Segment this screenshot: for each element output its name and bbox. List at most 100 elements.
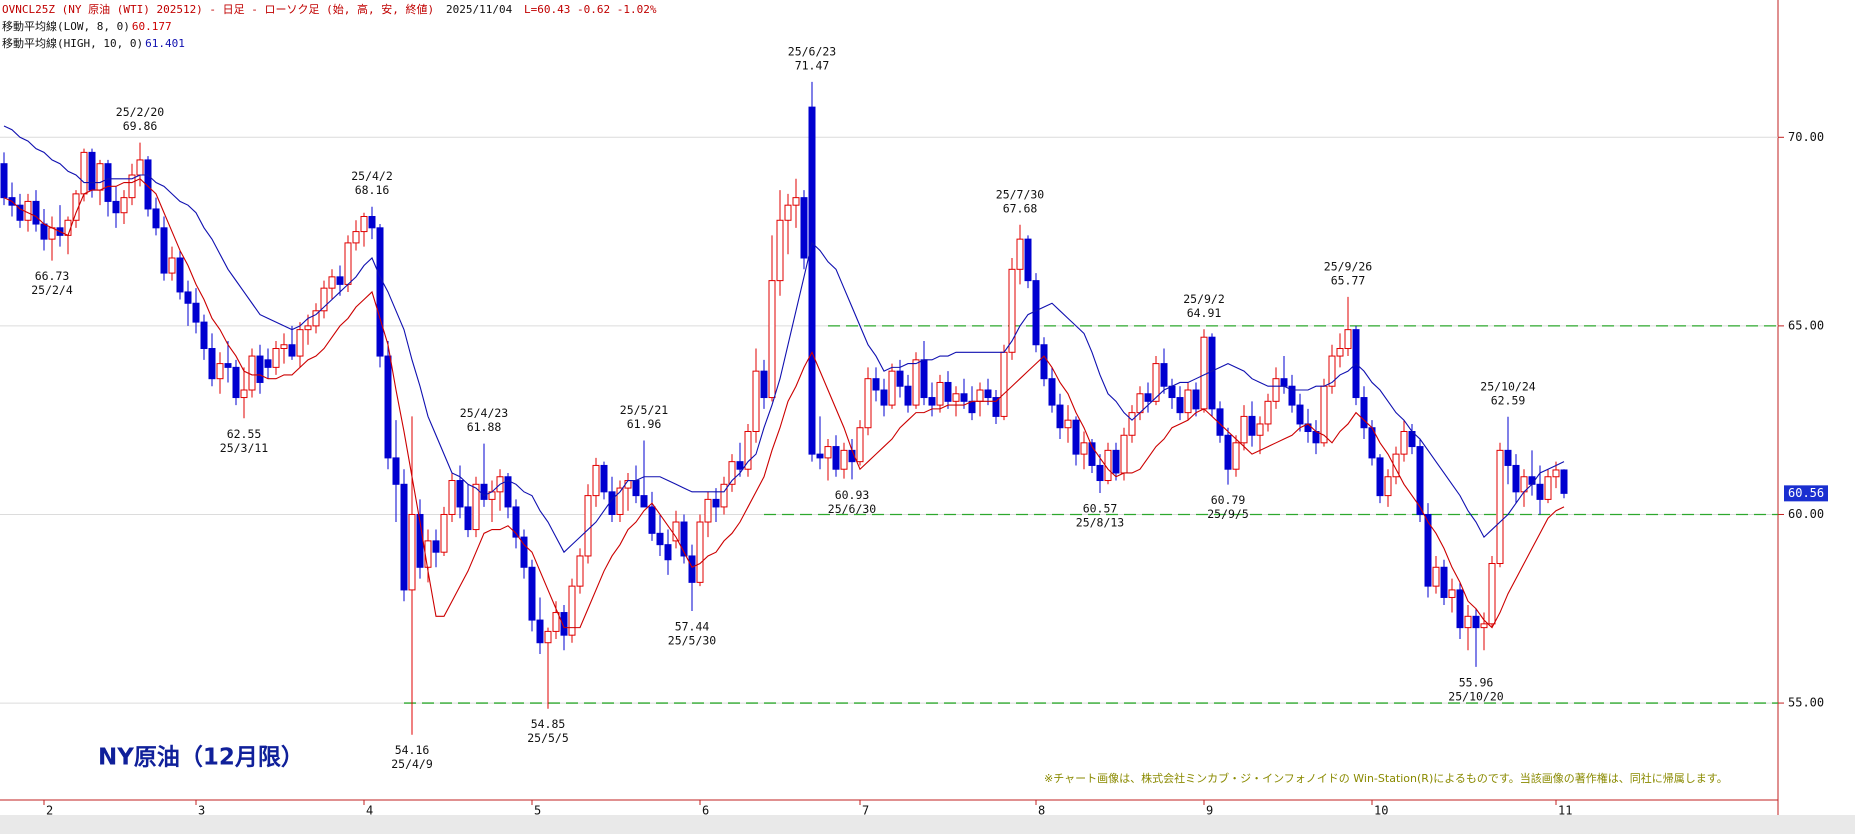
x-tick-label: 11 — [1558, 804, 1572, 818]
candle-body — [312, 310, 320, 327]
candle-body — [1456, 589, 1464, 629]
candle-body — [1256, 423, 1264, 436]
candle-body — [168, 257, 176, 274]
candle-body — [544, 630, 552, 644]
copyright-note: ※チャート画像は、株式会社ミンカブ・ジ・インフォノイドの Win-Station… — [1044, 771, 1728, 785]
candle-body — [832, 446, 840, 470]
candle-body — [1504, 449, 1512, 466]
annotation-value: 69.86 — [123, 119, 158, 133]
candle-body — [216, 363, 224, 380]
candle-body — [1160, 363, 1168, 387]
candle-body — [880, 389, 888, 406]
candle-body — [1048, 378, 1056, 406]
moving-average — [3, 178, 1565, 629]
candle-body — [752, 370, 760, 432]
candle-body — [280, 344, 288, 350]
annotation-date: 25/2/20 — [116, 105, 165, 119]
candle-body — [552, 612, 560, 632]
candle-body — [424, 540, 432, 568]
candle-body — [1112, 449, 1120, 474]
candle-body — [160, 227, 168, 274]
annotation-value: 66.73 — [35, 269, 70, 283]
annotation-value: 61.88 — [467, 420, 502, 434]
ma-legend: 移動平均線(HIGH, 10, 0) 61.401 — [2, 36, 185, 50]
header-quote: L=60.43 -0.62 -1.02% — [524, 3, 657, 16]
candle-body — [1072, 419, 1080, 455]
candle-body — [464, 506, 472, 531]
annotation-value: 54.16 — [395, 743, 430, 757]
candle-body — [344, 242, 352, 285]
candle-body — [1512, 464, 1520, 493]
candle-body — [240, 389, 248, 399]
candle-body — [480, 483, 488, 500]
annotation-value: 60.93 — [835, 488, 870, 502]
moving-average — [3, 125, 1565, 554]
candle-body — [792, 197, 800, 206]
annotation-value: 64.91 — [1187, 306, 1222, 320]
ma-name: 移動平均線(HIGH, 10, 0) — [2, 36, 143, 50]
annotation-date: 25/4/2 — [351, 169, 393, 183]
candle-body — [936, 381, 944, 406]
annotation-date: 25/9/5 — [1207, 507, 1249, 521]
candle-body — [536, 619, 544, 644]
x-tick-label: 8 — [1038, 804, 1045, 818]
y-tick-label: 65.00 — [1788, 318, 1824, 332]
candle-body — [224, 363, 232, 368]
candle-body — [152, 208, 160, 229]
candle-body — [1136, 393, 1144, 414]
candle-body — [144, 159, 152, 210]
candle-body — [176, 257, 184, 293]
header-description: OVNCL25Z (NY 原油 (WTI) 202512) - 日足 - ローソ… — [2, 2, 434, 16]
candle-body — [1464, 615, 1472, 629]
candle-body — [256, 355, 264, 383]
candle-body — [1176, 397, 1184, 414]
candle-body — [1432, 566, 1440, 587]
candle-body — [136, 159, 144, 176]
candle-body — [432, 540, 440, 553]
candle-body — [728, 461, 736, 485]
annotation-date: 25/5/21 — [620, 403, 669, 417]
chart-title: NY原油（12月限） — [98, 744, 304, 771]
candle-body — [1496, 449, 1504, 565]
candle-body — [576, 555, 584, 587]
candle-body — [472, 483, 480, 531]
candle-body — [448, 480, 456, 515]
candle-body — [1120, 434, 1128, 474]
candle-body — [1248, 415, 1256, 436]
candle-body — [384, 355, 392, 459]
candle-body — [40, 223, 48, 240]
candle-body — [1392, 453, 1400, 478]
candle-body — [920, 359, 928, 399]
x-tick-label: 4 — [366, 804, 373, 818]
candle-body — [800, 197, 808, 259]
annotation-value: 65.77 — [1331, 273, 1366, 287]
candle-body — [640, 495, 648, 508]
candle-body — [408, 513, 416, 591]
candle-body — [296, 329, 304, 357]
candle-body — [1152, 363, 1160, 402]
candle-body — [720, 483, 728, 508]
y-tick-label: 55.00 — [1788, 696, 1824, 710]
annotation-value: 60.79 — [1211, 493, 1246, 507]
annotation-date: 25/4/23 — [460, 406, 509, 420]
annotation-date: 25/5/30 — [668, 634, 717, 648]
candle-body — [1328, 355, 1336, 387]
candle-body — [1288, 385, 1296, 406]
candle-body — [528, 566, 536, 621]
candle-body — [1536, 483, 1544, 500]
candle-body — [944, 381, 952, 402]
candle-body — [1200, 336, 1208, 410]
scroll-strip — [0, 815, 1855, 834]
candle-body — [1272, 378, 1280, 402]
y-tick-label: 70.00 — [1788, 130, 1824, 144]
candle-body — [680, 521, 688, 557]
annotation-date: 25/2/4 — [31, 283, 73, 297]
candle-body — [104, 163, 112, 202]
candle-body — [840, 449, 848, 470]
candle-body — [736, 461, 744, 470]
candle-body — [392, 457, 400, 485]
candle-body — [440, 513, 448, 553]
candle-body — [568, 585, 576, 636]
candle-body — [952, 393, 960, 402]
candle-body — [1216, 408, 1224, 436]
